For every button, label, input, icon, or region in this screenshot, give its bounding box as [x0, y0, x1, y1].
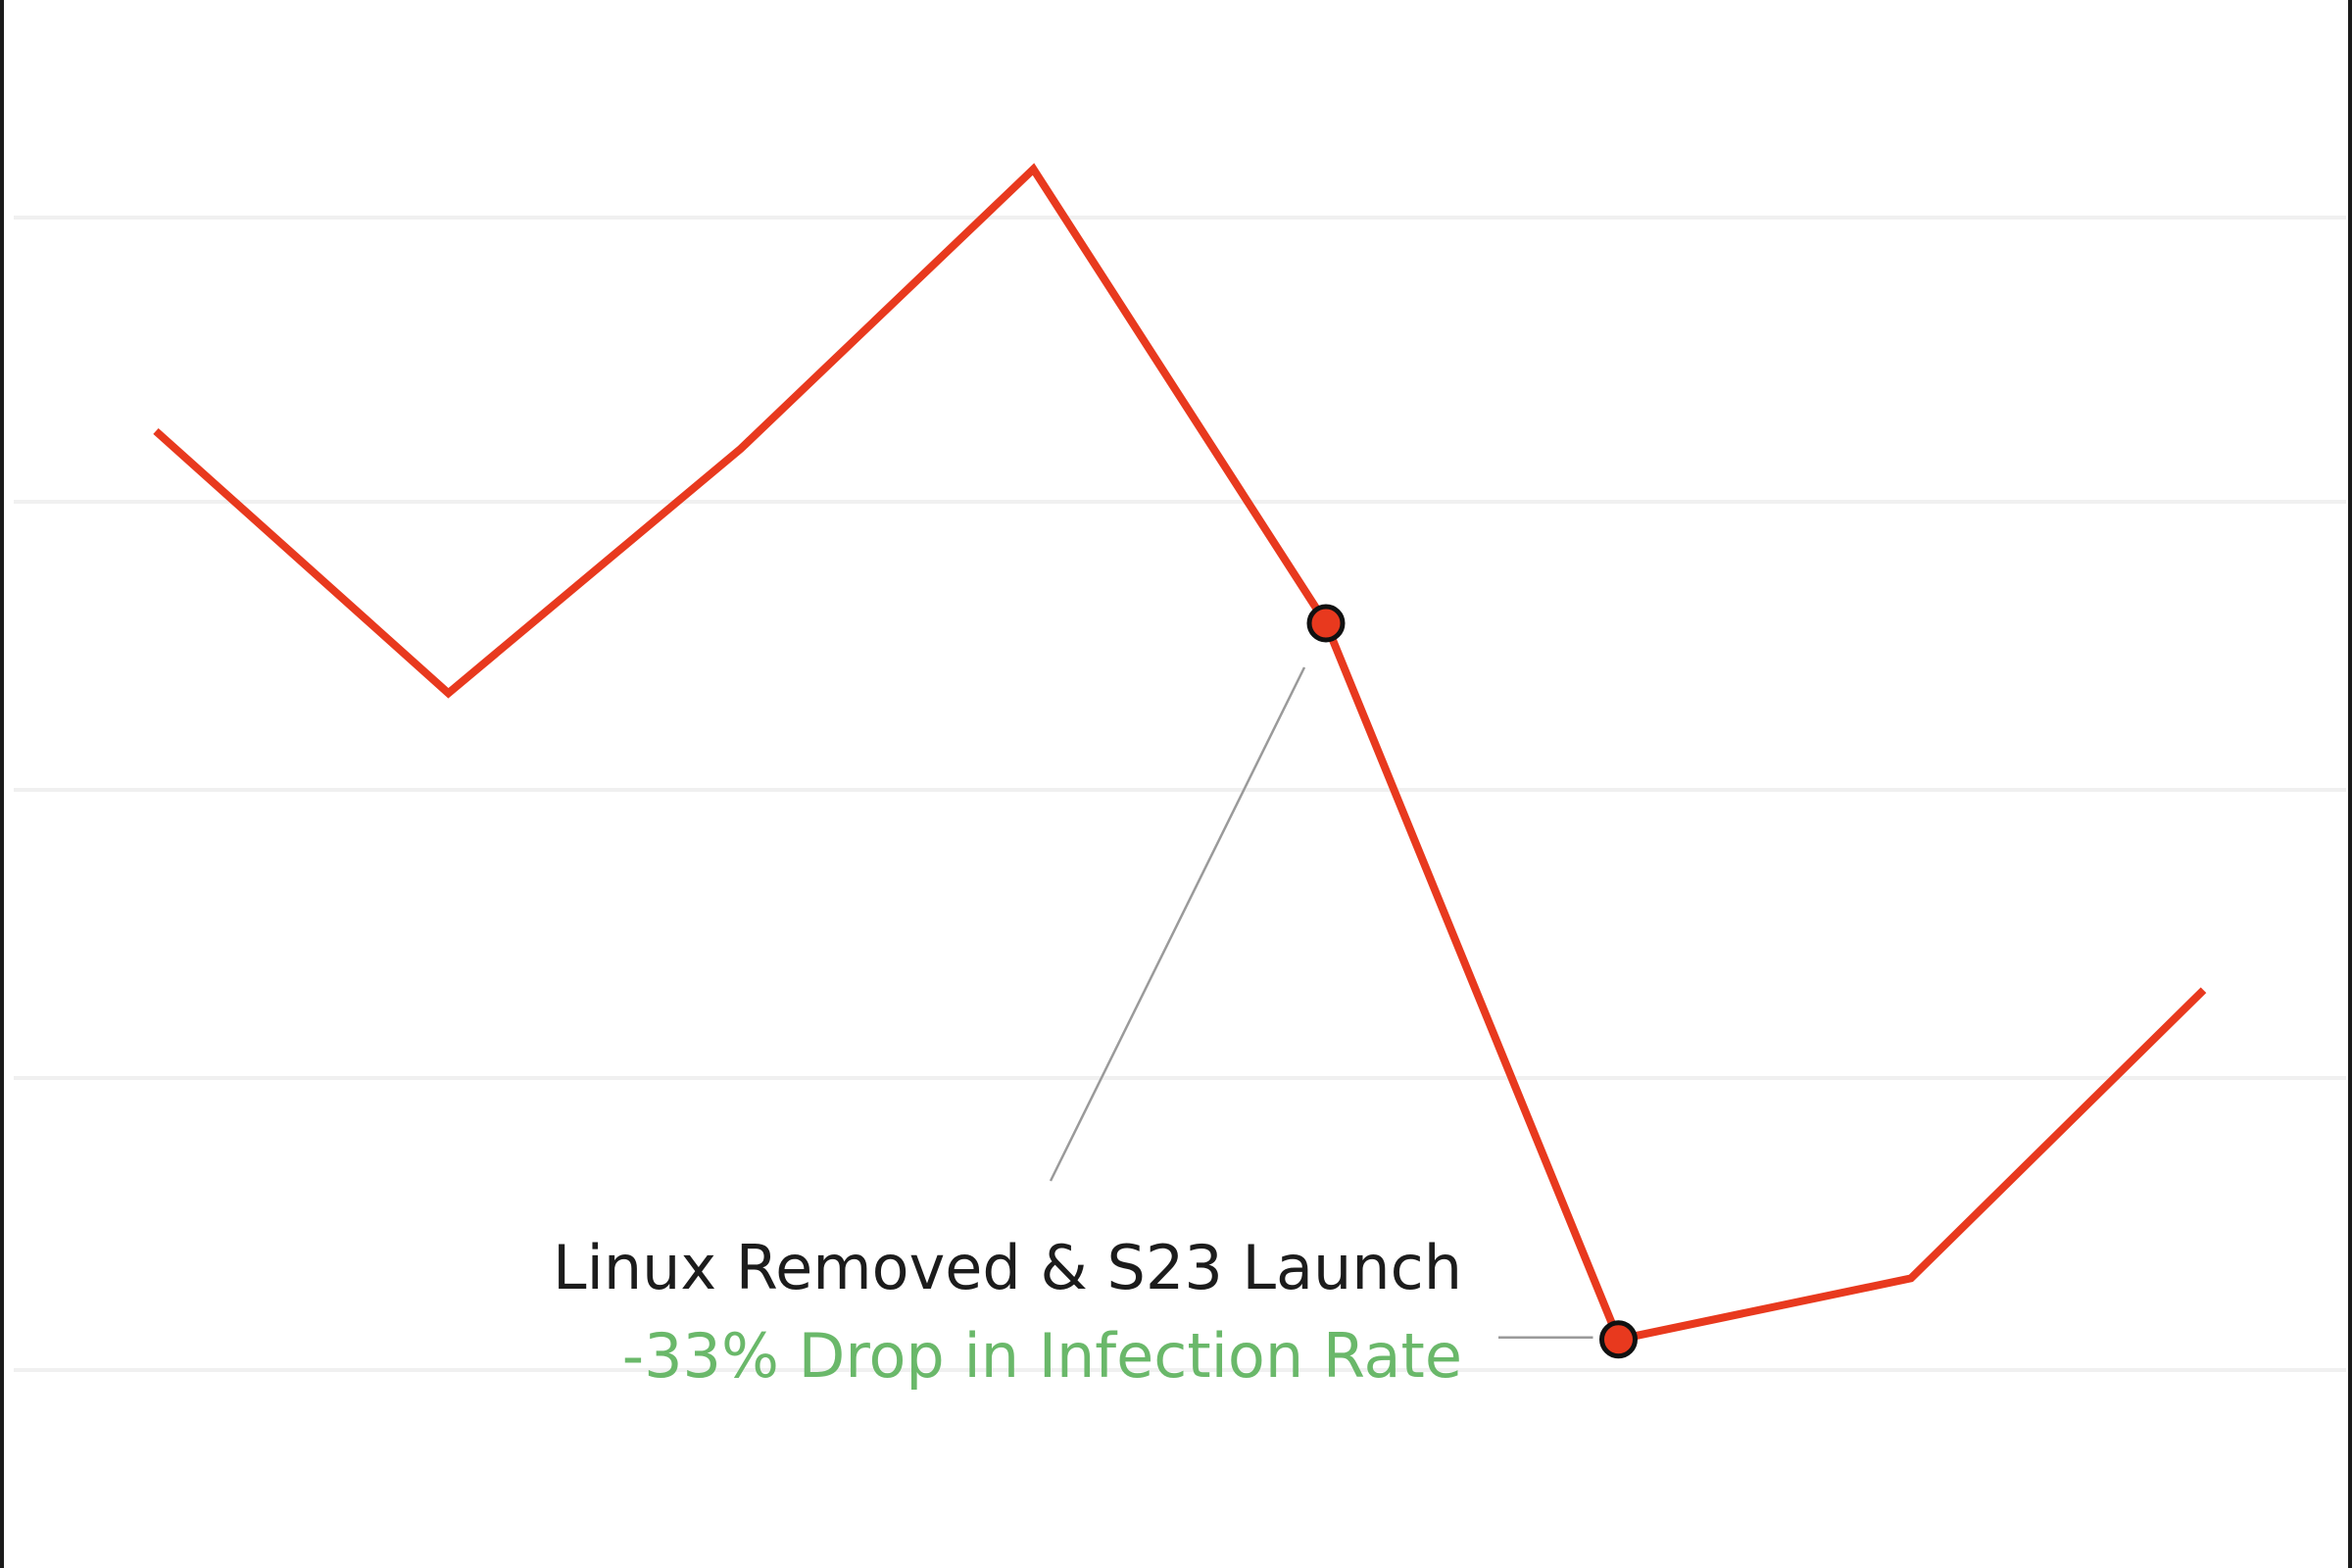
series-layer: [153, 163, 2207, 1345]
annotation-leaders: [1049, 666, 1593, 1340]
series-line: [153, 163, 2207, 1345]
annotation-subtitle: -33% Drop in Infection Rate: [622, 1320, 1462, 1392]
line-chart: Linux Removed & S23 Launch -33% Drop in …: [14, 163, 2346, 1392]
annotation-title: Linux Removed & S23 Launch: [553, 1232, 1462, 1303]
annotation-leader-line: [1049, 666, 1306, 1182]
marker-layer: [1306, 604, 1638, 1359]
data-point-marker: [1599, 1320, 1638, 1359]
data-point-marker: [1306, 604, 1346, 643]
gridlines: [14, 216, 2346, 1372]
